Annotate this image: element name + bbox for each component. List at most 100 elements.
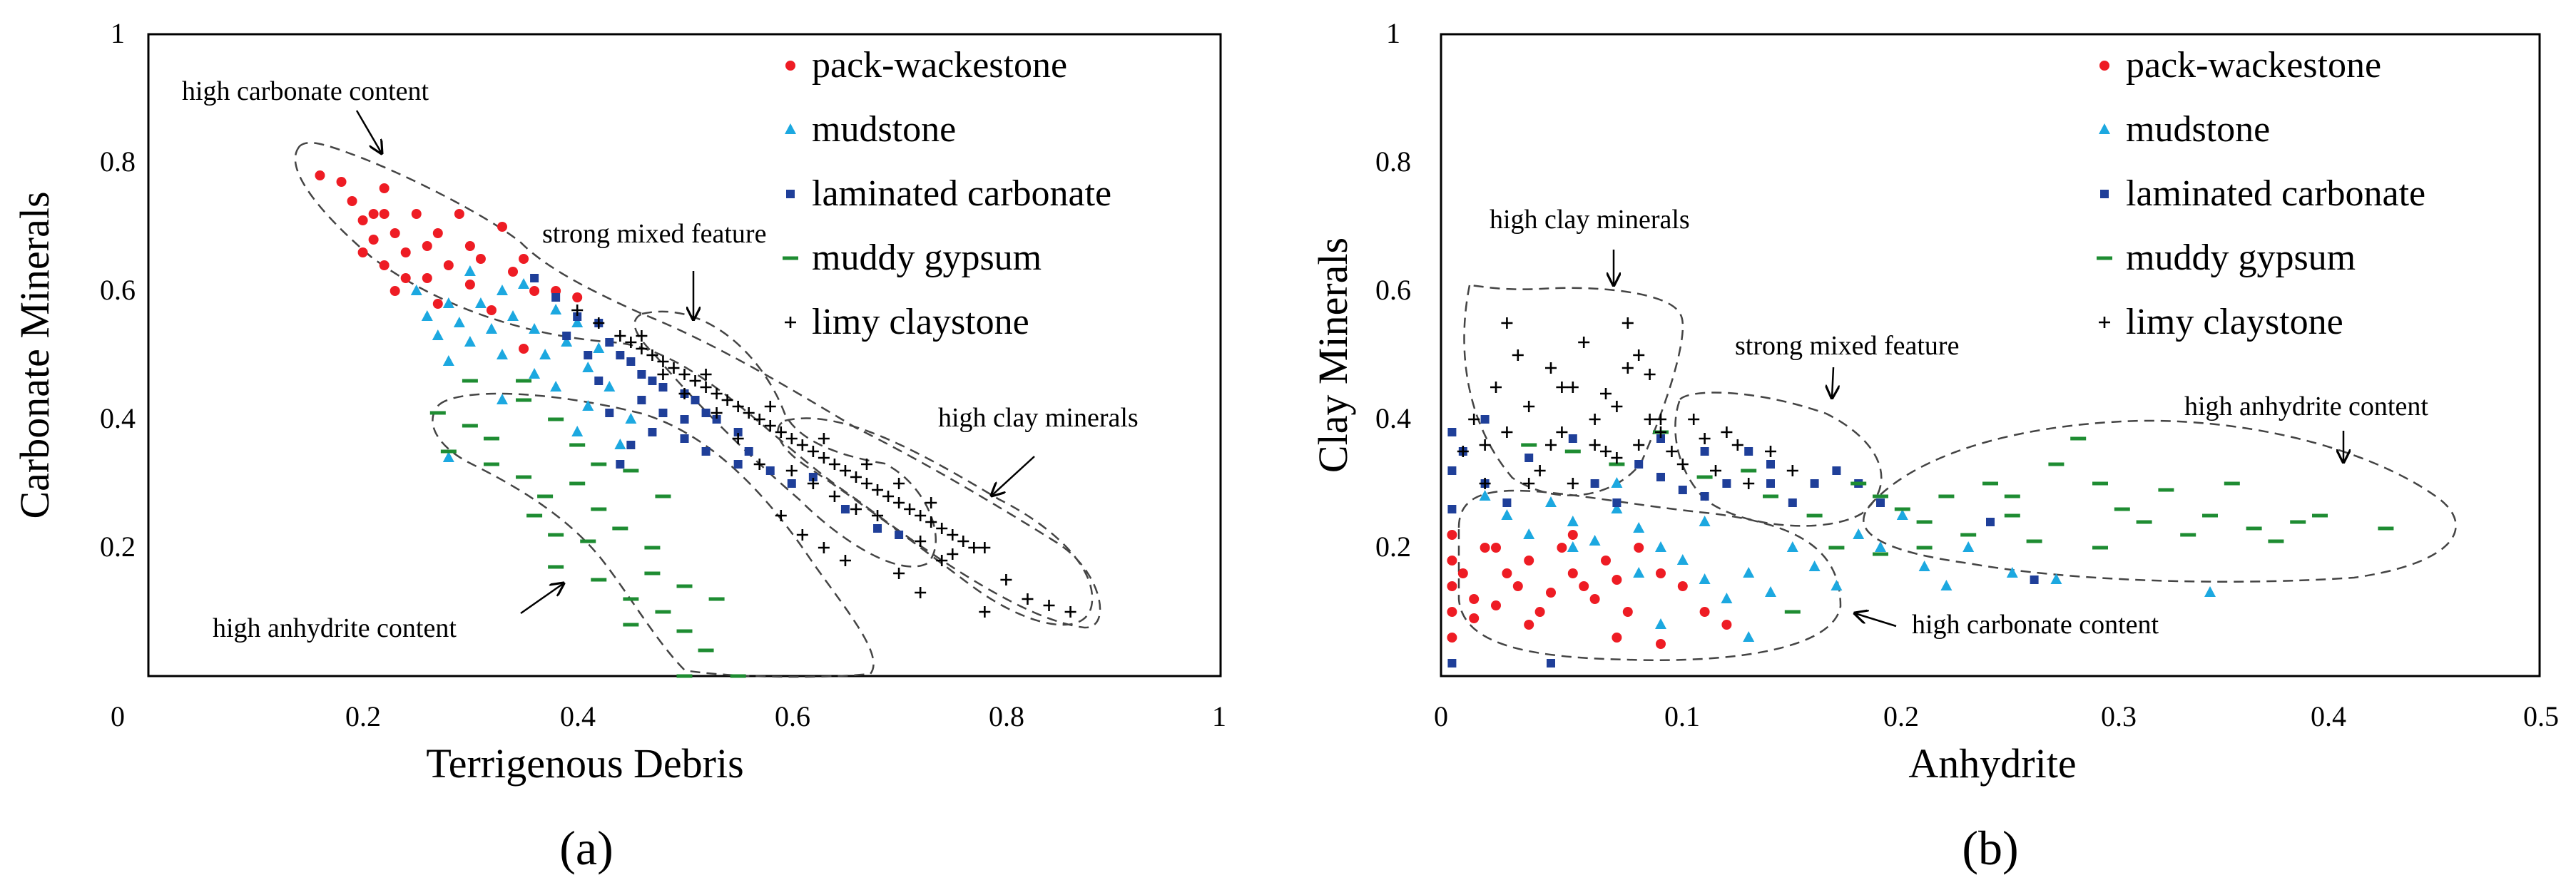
chart-a-point-laminated-carbonate — [733, 460, 743, 469]
chart-a-point-mudstone — [604, 381, 616, 392]
chart-b-point-limy-claystone — [1523, 478, 1535, 489]
chart-b-point-muddy-gypsum — [1873, 494, 1888, 498]
chart-b-point-pack-wackestone — [1567, 568, 1578, 578]
chart-b-point-mudstone — [1676, 554, 1689, 565]
chart-a-point-pack-wackestone — [336, 177, 347, 187]
chart-a-point-limy-claystone — [625, 337, 637, 348]
chart-b-point-muddy-gypsum — [2092, 481, 2108, 486]
chart-b-point-limy-claystone — [1655, 426, 1666, 438]
chart-a-point-muddy-gypsum — [580, 539, 596, 543]
chart-a-point-limy-claystone — [818, 542, 830, 553]
chart-a-legend-marker-muddy-gypsum — [783, 256, 798, 260]
chart-a-point-mudstone — [507, 310, 519, 321]
chart-a-point-pack-wackestone — [572, 292, 583, 302]
chart-b-point-muddy-gypsum — [2224, 481, 2240, 486]
chart-a-point-mudstone — [442, 355, 454, 366]
chart-a-point-limy-claystone — [893, 497, 905, 508]
chart-b-point-limy-claystone — [1786, 465, 1798, 476]
chart-b-point-pack-wackestone — [1447, 530, 1457, 540]
chart-b-point-mudstone — [1743, 631, 1755, 642]
chart-a-annotation-high-clay: high clay minerals — [938, 403, 1139, 433]
chart-b-point-laminated-carbonate — [1447, 505, 1457, 513]
chart-b-point-pack-wackestone — [1502, 568, 1512, 578]
chart-a-point-mudstone — [550, 381, 562, 392]
chart-b-xtick-0: 0 — [1434, 700, 1448, 732]
chart-b-point-laminated-carbonate — [1568, 434, 1577, 443]
chart-b-point-laminated-carbonate — [1656, 434, 1665, 443]
chart-b-point-limy-claystone — [1644, 414, 1656, 425]
chart-a-point-mudstone — [582, 400, 594, 411]
chart-a-point-laminated-carbonate — [616, 460, 625, 469]
chart-a-point-limy-claystone — [721, 394, 733, 406]
chart-b-annotation-strong-mixed: strong mixed feature — [1735, 331, 1959, 361]
chart-a-point-laminated-carbonate — [648, 428, 657, 436]
chart-b-point-pack-wackestone — [1622, 607, 1633, 617]
chart-a-point-muddy-gypsum — [516, 475, 532, 479]
chart-b-point-muddy-gypsum — [1741, 469, 1757, 473]
chart-a-point-mudstone — [496, 349, 508, 359]
chart-a-point-limy-claystone — [785, 433, 798, 444]
chart-a-point-limy-claystone — [828, 491, 840, 502]
chart-a-point-limy-claystone — [796, 439, 808, 451]
chart-a-point-muddy-gypsum — [462, 379, 478, 383]
chart-a-point-muddy-gypsum — [676, 629, 693, 633]
chart-a-point-limy-claystone — [743, 407, 755, 419]
chart-a-point-muddy-gypsum — [548, 533, 564, 537]
chart-a-point-pack-wackestone — [347, 196, 357, 206]
chart-a-point-mudstone — [614, 439, 626, 449]
chart-b-point-limy-claystone — [1567, 478, 1579, 489]
chart-b-annotation-high-anhydrite: high anhydrite content — [2184, 392, 2428, 421]
chart-b-point-laminated-carbonate — [1524, 454, 1534, 462]
chart-a-point-limy-claystone — [850, 503, 862, 515]
chart-b-ytick-1: 1 — [1386, 17, 1400, 49]
chart-a-point-laminated-carbonate — [744, 447, 753, 456]
chart-a-point-mudstone — [539, 349, 551, 359]
chart-b-point-laminated-carbonate — [1656, 473, 1665, 481]
chart-b-point-mudstone — [1655, 618, 1666, 629]
chart-a-point-laminated-carbonate — [605, 409, 614, 417]
chart-a-point-muddy-gypsum — [591, 507, 607, 511]
chart-a-point-mudstone — [582, 362, 594, 372]
chart-b-xtick-0.4: 0.4 — [2311, 700, 2346, 732]
chart-a-point-limy-claystone — [904, 503, 916, 515]
chart-b-legend-marker-laminated-carbonate — [2100, 190, 2109, 198]
chart-b-point-limy-claystone — [1457, 446, 1469, 457]
chart-a-point-pack-wackestone — [464, 241, 475, 251]
chart-a-point-mudstone — [432, 329, 444, 340]
chart-b-point-mudstone — [1567, 516, 1579, 526]
chart-a: high carbonate content strong mixed feat… — [11, 17, 1226, 875]
chart-a-point-pack-wackestone — [519, 254, 529, 264]
chart-b-point-limy-claystone — [1611, 401, 1623, 412]
chart-b-point-pack-wackestone — [1491, 543, 1501, 553]
chart-a-xtick-1: 1 — [1212, 700, 1226, 732]
chart-a-point-limy-claystone — [893, 568, 905, 579]
chart-b-point-laminated-carbonate — [1788, 498, 1797, 507]
chart-b-point-laminated-carbonate — [1480, 415, 1490, 424]
chart-a-point-mudstone — [496, 285, 508, 295]
chart-a-point-limy-claystone — [796, 529, 808, 541]
chart-a-point-laminated-carbonate — [605, 338, 614, 347]
chart-b-point-pack-wackestone — [1612, 575, 1622, 585]
chart-b-point-laminated-carbonate — [1766, 460, 1775, 469]
chart-b-point-mudstone — [1567, 541, 1579, 552]
chart-b-point-laminated-carbonate — [1612, 498, 1622, 507]
chart-a-xtick-0.2: 0.2 — [345, 700, 381, 732]
chart-b-point-pack-wackestone — [1480, 543, 1490, 553]
chart-b-point-limy-claystone — [1655, 414, 1666, 425]
chart-a-point-limy-claystone — [861, 459, 873, 470]
chart-b-point-mudstone — [2204, 586, 2216, 597]
chart-b-point-limy-claystone — [1490, 382, 1502, 393]
chart-a-point-laminated-carbonate — [712, 415, 721, 424]
chart-a-ytick-1: 1 — [111, 17, 125, 49]
chart-b: high clay minerals strong mixed feature … — [1310, 17, 2559, 875]
chart-b-point-limy-claystone — [1512, 349, 1524, 361]
chart-a-point-laminated-carbonate — [658, 409, 668, 417]
chart-a-point-pack-wackestone — [529, 286, 540, 296]
chart-b-point-mudstone — [1786, 541, 1798, 552]
chart-b-legend-label-pack-wackestone: pack-wackestone — [2126, 45, 2381, 86]
chart-a-point-laminated-carbonate — [626, 357, 636, 366]
chart-b-point-mudstone — [1479, 490, 1491, 501]
chart-a-point-limy-claystone — [839, 465, 851, 476]
chart-b-point-limy-claystone — [1479, 439, 1491, 451]
